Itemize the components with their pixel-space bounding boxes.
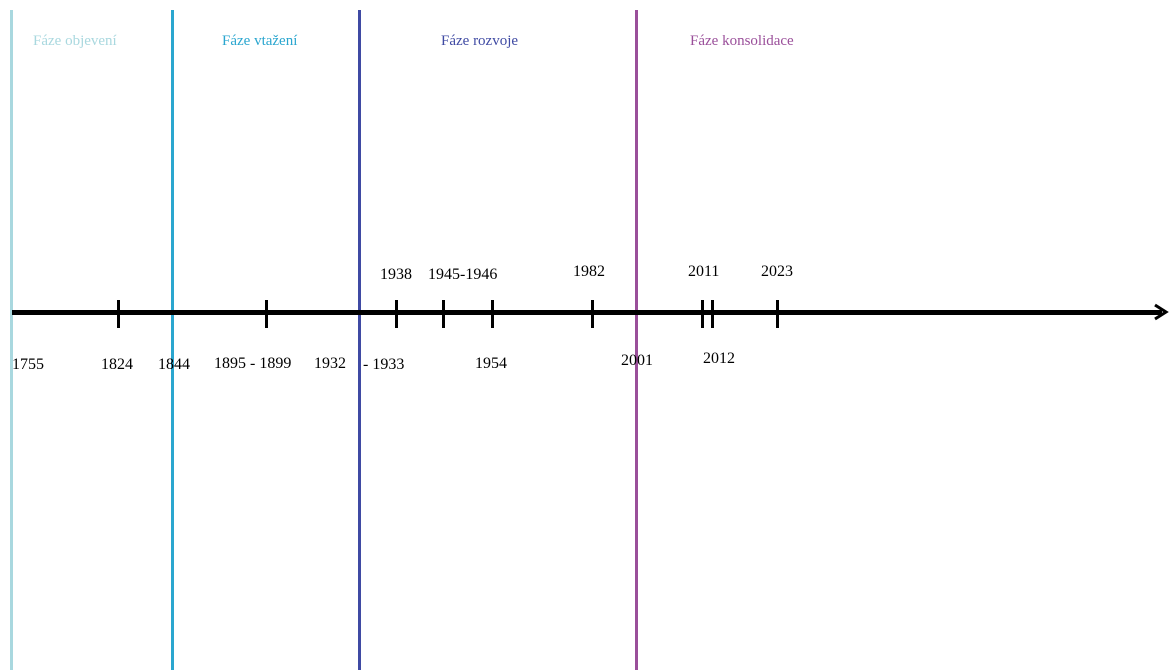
tick-1954 xyxy=(491,300,494,328)
phase-label-vtazeni: Fáze vtažení xyxy=(222,33,298,49)
phase-label-rozvoje: Fáze rozvoje xyxy=(441,33,519,49)
phase-line-objeveni xyxy=(10,10,13,670)
label-1895-1899: 1895 - 1899 xyxy=(214,355,292,372)
phase-label-objeveni: Fáze objevení xyxy=(33,33,117,49)
tick-1824 xyxy=(117,300,120,328)
tick-1938 xyxy=(395,300,398,328)
label-1755: 1755 xyxy=(12,356,44,373)
arrow-head-icon xyxy=(1154,303,1169,321)
label-1945-1946: 1945-1946 xyxy=(428,266,498,283)
phase-line-konsolidace xyxy=(635,10,638,670)
phase-line-rozvoje xyxy=(358,10,361,670)
label-1938: 1938 xyxy=(380,266,412,283)
timeline-axis xyxy=(12,310,1162,315)
label-1824: 1824 xyxy=(101,356,133,373)
tick-2012 xyxy=(711,300,714,328)
tick-1945 xyxy=(442,300,445,328)
phase-label-konsolidace: Fáze konsolidace xyxy=(690,33,794,49)
label-2012: 2012 xyxy=(703,350,735,367)
label-1954: 1954 xyxy=(475,355,507,372)
label-1844: 1844 xyxy=(158,356,190,373)
label-2001: 2001 xyxy=(621,352,653,369)
label-2023: 2023 xyxy=(761,263,793,280)
label-1933: - 1933 xyxy=(363,356,405,373)
tick-2023 xyxy=(776,300,779,328)
label-1982: 1982 xyxy=(573,263,605,280)
label-1932: 1932 xyxy=(314,355,346,372)
tick-2011 xyxy=(701,300,704,328)
phase-line-vtazeni xyxy=(171,10,174,670)
tick-1982 xyxy=(591,300,594,328)
label-2011: 2011 xyxy=(688,263,720,280)
tick-1895-1899 xyxy=(265,300,268,328)
